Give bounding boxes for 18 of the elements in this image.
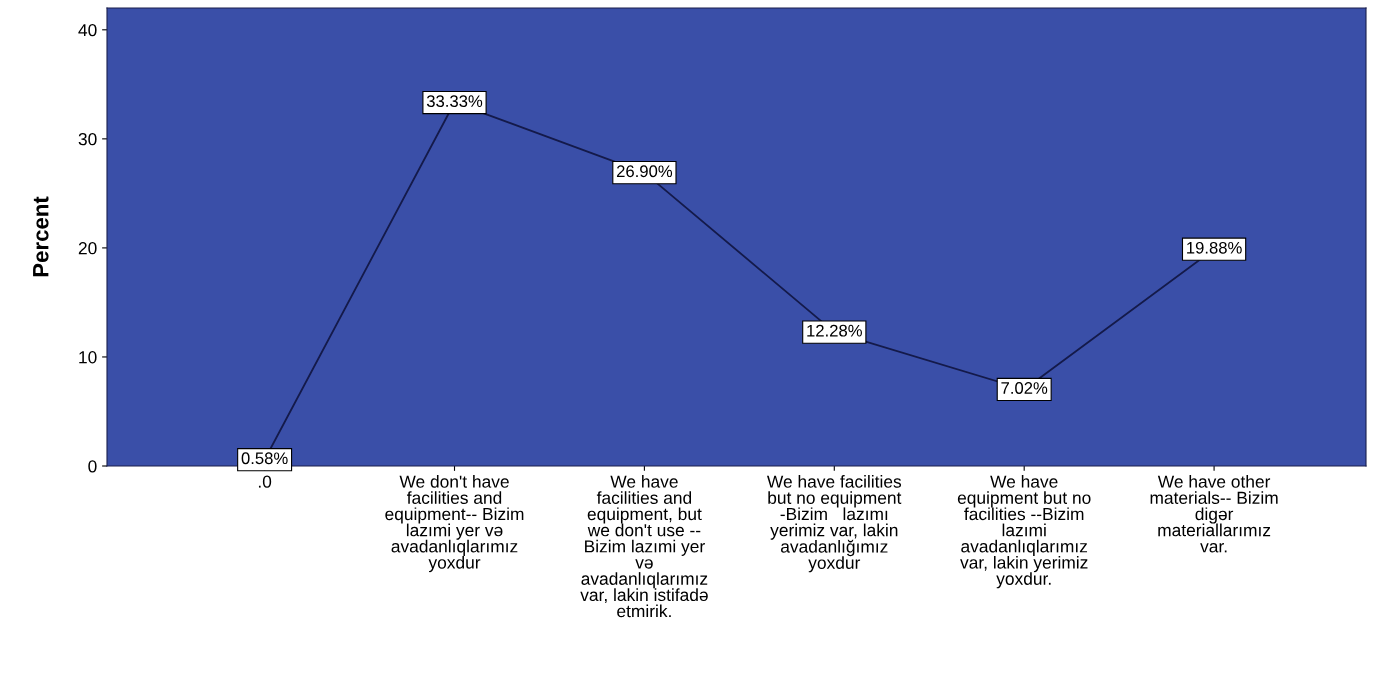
data-label: 33.33% xyxy=(426,95,483,108)
x-tick-label: We have equipment but no facilities --Bizim lazımi avadanlıqlarımız var, lakin yerimiz yoxdur. xyxy=(957,475,1091,589)
y-tick-label: 10 xyxy=(79,351,97,364)
category-label: We have facilities and equipment, but we don't use -- Bizim lazımi yer və avadanlıqlarımız var, lakin istifadə etmirik. xyxy=(580,475,708,618)
y-tick-label: 20 xyxy=(78,242,97,255)
y-tick-label: 0 xyxy=(88,460,97,473)
data-label: 7.02% xyxy=(1001,382,1048,394)
data-label: 0.58% xyxy=(241,452,288,465)
data-label: 26.90% xyxy=(616,165,673,178)
x-tick-label: We have facilities but no equipment -Bizim lazımı yerimiz var, lakin avadanlığımız yoxdur xyxy=(766,475,902,573)
data-label: 12.28% xyxy=(807,324,862,337)
x-tick-label: .0 xyxy=(258,475,272,488)
y-axis-title: Percent xyxy=(33,196,49,277)
data-label: 19.88% xyxy=(1187,241,1242,254)
x-tick-label: We don't have facilities and equipment-- Bizim lazımi yer və avadanlıqlarımız yoxdur xyxy=(385,475,524,573)
y-tick-label: 30 xyxy=(78,133,97,146)
y-tick-label: 40 xyxy=(78,23,97,37)
x-tick-label: We have other materials-- Bizim digər materiallarımız var. xyxy=(1150,475,1278,553)
